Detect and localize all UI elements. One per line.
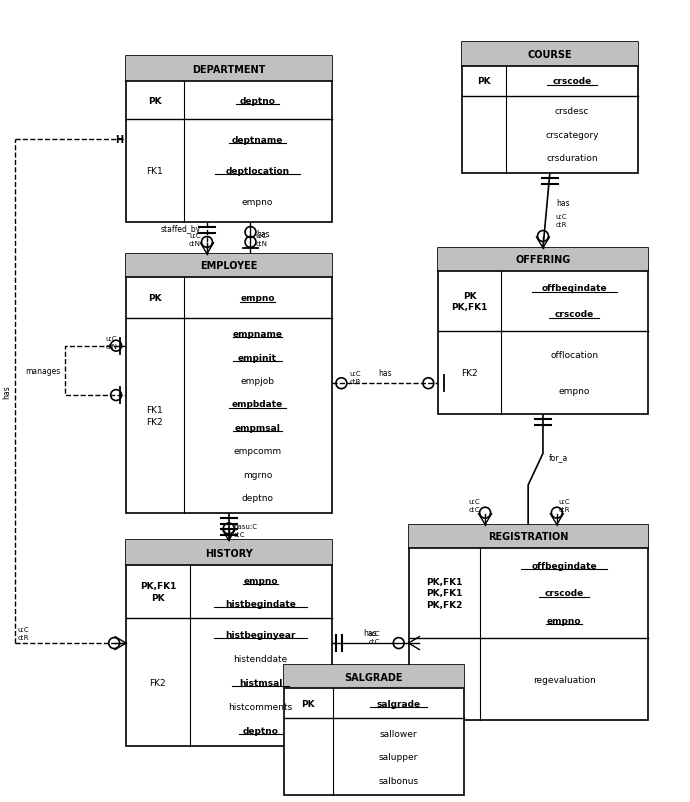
Text: offbegindate: offbegindate [542,284,607,293]
Text: REGISTRATION: REGISTRATION [488,532,569,541]
Text: PK: PK [148,294,161,303]
Text: d:C: d:C [368,638,380,644]
Text: d:N: d:N [105,343,117,349]
Text: has: has [2,385,11,399]
Text: u:C: u:C [469,498,480,504]
Text: PK: PK [477,77,491,86]
Text: histbegindate: histbegindate [225,599,296,608]
Text: deptno: deptno [243,726,279,735]
Text: FK2: FK2 [150,678,166,687]
Text: crscategory: crscategory [545,131,599,140]
Text: crsdesc: crsdesc [555,107,589,116]
Text: SALGRADE: SALGRADE [345,672,403,682]
Bar [462,43,638,67]
Bar [462,43,638,173]
Text: salbonus: salbonus [378,776,418,784]
Text: for_a: for_a [549,452,568,462]
Text: d:N: d:N [255,241,268,246]
Text: has: has [363,628,377,638]
Text: histmsal: histmsal [239,678,282,687]
Text: empno: empno [241,198,273,207]
Bar [408,525,648,720]
Text: deptname: deptname [232,136,283,145]
Bar [438,249,648,415]
Text: sallower: sallower [380,729,417,738]
Text: empno: empno [559,387,590,395]
Text: salupper: salupper [379,752,418,761]
Text: empno: empno [546,616,581,625]
Text: u:C: u:C [368,630,380,636]
Text: manages: manages [26,367,61,375]
Text: empjob: empjob [241,376,275,386]
Text: PK
PK,FK1: PK PK,FK1 [451,291,488,312]
Text: u:C: u:C [190,233,201,239]
Text: d:R: d:R [349,379,361,385]
Text: d:R: d:R [556,222,567,228]
Text: crsduration: crsduration [546,154,598,163]
Text: deptno: deptno [239,96,275,106]
Text: salgrade: salgrade [376,699,420,708]
Text: HISTORY: HISTORY [205,548,253,558]
Text: has: has [378,369,392,378]
Text: crscode: crscode [544,589,584,597]
Text: COURSE: COURSE [528,50,572,60]
Text: DEPARTMENT: DEPARTMENT [192,64,266,75]
Text: mgrno: mgrno [243,470,272,479]
Text: d:C: d:C [469,506,480,512]
Text: FK1: FK1 [146,167,163,176]
Text: has: has [556,199,569,208]
Text: u:C: u:C [106,335,117,342]
Bar [126,57,331,82]
Text: staffed_by: staffed_by [161,225,201,233]
Text: d:C: d:C [234,532,245,537]
Text: PK,FK1
PK,FK1
PK,FK2: PK,FK1 PK,FK1 PK,FK2 [426,577,462,610]
Text: empinit: empinit [238,353,277,363]
Text: empcomm: empcomm [233,447,282,456]
Bar [126,254,331,277]
Text: u:C: u:C [559,498,571,504]
Text: u:C: u:C [17,626,29,633]
Text: H: H [115,135,123,145]
Text: empmsal: empmsal [235,423,280,432]
Text: OFFERING: OFFERING [515,255,571,265]
Text: PK,FK1
PK: PK,FK1 PK [139,581,176,602]
Text: has: has [257,229,270,238]
Text: empbdate: empbdate [232,400,283,409]
Text: u:C: u:C [349,371,361,377]
Text: regevaluation: regevaluation [533,674,595,684]
Text: d:R: d:R [559,506,571,512]
Text: histbeginyear: histbeginyear [226,630,296,638]
Text: crscode: crscode [552,77,591,86]
Text: crscode: crscode [555,310,594,319]
Text: PK: PK [148,96,161,106]
Bar [126,254,331,513]
Text: d:R: d:R [17,634,29,640]
Text: EMPLOYEE: EMPLOYEE [200,261,257,271]
Bar [284,665,464,688]
Bar [438,249,648,272]
Bar [126,541,331,746]
Text: u:C: u:C [556,214,567,220]
Text: hasu:C: hasu:C [234,524,257,530]
Text: offbegindate: offbegindate [531,561,597,570]
Text: empname: empname [233,330,282,338]
Text: empno: empno [240,294,275,303]
Text: deptlocation: deptlocation [226,167,290,176]
Bar [284,665,464,796]
Bar [126,57,331,223]
Text: histcomments: histcomments [228,702,293,711]
Text: histenddate: histenddate [233,654,288,662]
Text: deptno: deptno [241,493,273,502]
Bar [126,541,331,565]
Text: FK2: FK2 [462,368,478,378]
Text: u:C: u:C [255,233,267,239]
Text: FK1
FK2: FK1 FK2 [146,406,163,427]
Text: empno: empno [244,576,278,585]
Text: PK: PK [302,699,315,708]
Bar [408,525,648,549]
Text: offlocation: offlocation [551,350,598,359]
Text: d:N: d:N [189,241,201,246]
